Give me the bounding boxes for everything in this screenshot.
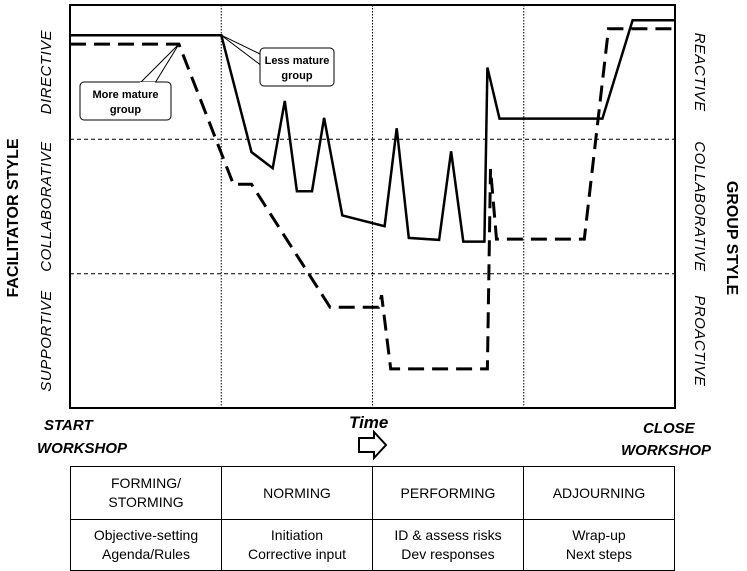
more-mature-group-line: [70, 27, 675, 371]
activity-cell: Objective-setting Agenda/Rules: [70, 519, 222, 571]
right-band-label: PROACTIVE: [691, 295, 708, 387]
activity-label: Agenda/Rules: [102, 546, 190, 562]
x-end-label-line1: CLOSE: [643, 420, 696, 437]
callout-text: Less mature: [265, 55, 330, 67]
callout-text: group: [110, 104, 141, 116]
activity-label: Corrective input: [247, 546, 347, 562]
activity-label: Next steps: [565, 546, 633, 562]
right-band-label: COLLABORATIVE: [691, 141, 708, 272]
x-start-label-line2: WORKSHOP: [37, 440, 128, 457]
stage-label: FORMING/: [111, 475, 181, 491]
activity-cell: Initiation Corrective input: [221, 519, 373, 571]
left-axis-title: FACILITATOR STYLE: [5, 138, 22, 297]
stage-cell: PERFORMING: [372, 466, 524, 520]
callout-box: [259, 47, 335, 87]
less-mature-callout: Less mature group: [220, 34, 335, 87]
activity-cell: Wrap-up Next steps: [523, 519, 675, 571]
activity-cell: ID & assess risks Dev responses: [372, 519, 524, 571]
x-start-label-line1: START: [44, 417, 94, 434]
left-band-label: DIRECTIVE: [38, 29, 55, 114]
x-end-label-line2: WORKSHOP: [621, 442, 712, 459]
stage-label: NORMING: [263, 484, 331, 501]
callout-text: More mature: [92, 89, 158, 101]
callout-box: [79, 81, 172, 121]
stages-row: FORMING/ STORMING NORMING PERFORMING ADJ…: [70, 466, 675, 520]
more-mature-callout: More mature group: [79, 43, 180, 121]
phases-table: FORMING/ STORMING NORMING PERFORMING ADJ…: [70, 466, 675, 571]
stage-label: STORMING: [108, 494, 184, 510]
activity-label: Dev responses: [401, 546, 495, 562]
activity-label: Initiation: [270, 527, 324, 543]
right-axis-title: GROUP STYLE: [723, 181, 740, 296]
stage-label: PERFORMING: [400, 484, 496, 501]
less-mature-group-line: [70, 19, 675, 243]
left-band-label: COLLABORATIVE: [38, 141, 55, 272]
stage-cell: ADJOURNING: [523, 466, 675, 520]
stage-cell: NORMING: [221, 466, 373, 520]
left-band-label: SUPPORTIVE: [38, 290, 55, 392]
activity-label: ID & assess risks: [394, 527, 502, 543]
callout-text: group: [281, 70, 312, 82]
activity-label: Objective-setting: [93, 527, 199, 543]
x-axis-label: Time: [349, 413, 388, 432]
activities-row: Objective-setting Agenda/Rules Initiatio…: [70, 519, 675, 571]
activity-label: Wrap-up: [572, 527, 626, 543]
callout-pointer: [138, 43, 180, 84]
right-band-label: REACTIVE: [691, 33, 708, 113]
stage-label: ADJOURNING: [552, 484, 646, 501]
stage-cell: FORMING/ STORMING: [70, 466, 222, 520]
time-arrow-icon: [358, 429, 388, 461]
